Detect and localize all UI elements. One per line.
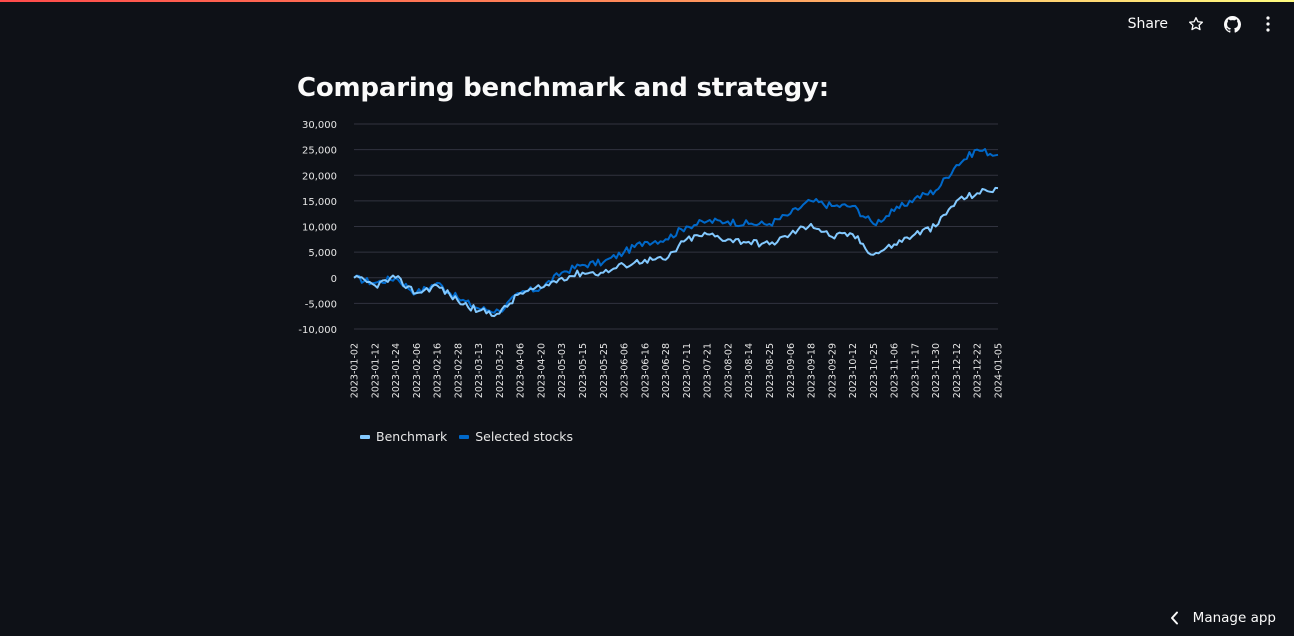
x-tick-label: 2023-09-29 xyxy=(827,343,838,398)
x-tick-label: 2023-04-20 xyxy=(536,343,547,398)
kebab-menu-icon[interactable] xyxy=(1250,12,1286,36)
x-tick-label: 2023-02-06 xyxy=(412,343,423,398)
line-chart: 30,000 25,000 20,000 15,000 10,000 5,000 0 -5,0… xyxy=(298,120,1005,398)
header-actions: Share xyxy=(1118,12,1286,36)
x-tick-label: 2024-01-05 xyxy=(994,343,1005,398)
x-tick-label: 2023-03-23 xyxy=(495,343,506,398)
y-tick-label: -10,000 xyxy=(298,325,337,336)
manage-app-button[interactable]: Manage app xyxy=(1170,610,1276,626)
manage-app-label: Manage app xyxy=(1192,610,1276,626)
x-tick-label: 2023-06-28 xyxy=(661,343,672,398)
x-tick-label: 2023-01-12 xyxy=(370,343,381,398)
page-title: Comparing benchmark and strategy: xyxy=(297,73,829,103)
x-tick-label: 2023-11-06 xyxy=(890,343,901,398)
x-tick-label: 2023-06-06 xyxy=(620,343,631,398)
x-tick-label: 2023-09-06 xyxy=(786,343,797,398)
y-tick-label: -5,000 xyxy=(305,299,337,310)
x-tick-label: 2023-11-17 xyxy=(910,343,921,398)
y-tick-label: 0 xyxy=(331,274,337,285)
github-icon[interactable] xyxy=(1214,12,1250,36)
x-tick-label: 2023-08-25 xyxy=(765,343,776,398)
legend-item-selected-stocks[interactable]: Selected stocks xyxy=(459,429,573,444)
x-tick-label: 2023-08-02 xyxy=(723,343,734,398)
share-button[interactable]: Share xyxy=(1118,12,1178,36)
x-tick-label: 2023-07-11 xyxy=(682,343,693,398)
x-tick-label: 2023-01-24 xyxy=(391,343,402,398)
y-tick-label: 10,000 xyxy=(302,223,337,234)
legend-swatch-selected-stocks xyxy=(459,434,470,439)
x-tick-label: 2023-09-18 xyxy=(807,343,818,398)
x-tick-label: 2023-05-25 xyxy=(599,343,610,398)
star-icon[interactable] xyxy=(1178,12,1214,36)
y-tick-label: 5,000 xyxy=(308,248,337,259)
x-tick-label: 2023-10-25 xyxy=(869,343,880,398)
x-tick-label: 2023-08-14 xyxy=(744,343,755,398)
x-tick-label: 2023-04-06 xyxy=(516,343,527,398)
x-tick-label: 2023-02-28 xyxy=(453,343,464,398)
x-tick-label: 2023-01-02 xyxy=(350,343,361,398)
y-tick-label: 25,000 xyxy=(302,146,337,157)
x-tick-label: 2023-05-03 xyxy=(557,343,568,398)
series-line-selected-stocks xyxy=(353,148,999,314)
legend-label-benchmark: Benchmark xyxy=(376,429,448,444)
y-tick-label: 15,000 xyxy=(302,197,337,208)
legend-swatch-benchmark xyxy=(360,434,370,439)
series-line-benchmark xyxy=(353,186,999,318)
x-tick-label: 2023-03-13 xyxy=(474,343,485,398)
y-tick-label: 30,000 xyxy=(302,120,337,131)
x-tick-label: 2023-12-12 xyxy=(952,343,963,398)
x-tick-label: 2023-07-21 xyxy=(703,343,714,398)
y-tick-label: 20,000 xyxy=(302,171,337,182)
chart-legend: Benchmark Selected stocks xyxy=(360,429,573,444)
x-tick-label: 2023-02-16 xyxy=(433,343,444,398)
x-tick-label: 2023-12-22 xyxy=(973,343,984,398)
x-tick-label: 2023-06-16 xyxy=(640,343,651,398)
legend-label-selected-stocks: Selected stocks xyxy=(475,429,574,444)
x-tick-label: 2023-05-15 xyxy=(578,343,589,398)
legend-item-benchmark[interactable]: Benchmark xyxy=(360,429,447,444)
x-tick-label: 2023-10-12 xyxy=(848,343,859,398)
top-gradient-bar xyxy=(0,0,1294,2)
x-tick-label: 2023-11-30 xyxy=(931,343,942,398)
chevron-left-icon xyxy=(1170,611,1178,625)
